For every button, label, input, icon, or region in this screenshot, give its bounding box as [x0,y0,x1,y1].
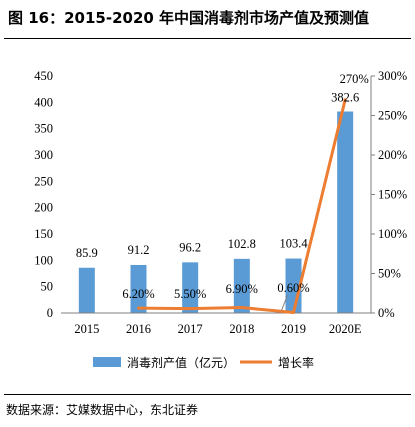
left-axis-tick-label: 200 [34,201,53,215]
legend-bar-label: 消毒剂产值（亿元） [127,355,235,370]
right-axis-tick-label: 200% [378,148,407,162]
chart: 0 50 100 150 200 250 300 350 400 450 0% 50% 100% 150%… [34,69,407,370]
bar-data-label: 91.2 [128,243,150,257]
growth-rate-point [188,307,192,311]
growth-rate-point [137,306,140,310]
bar [337,111,354,313]
bar [233,258,250,313]
bar [182,262,199,313]
bar-data-label: 103.4 [279,237,308,251]
x-axis-tick-label: 2019 [281,322,306,336]
line-data-label: 6.20% [122,287,154,301]
left-axis-tick-label: 150 [34,227,53,241]
right-axis-tick-label: 250% [378,109,407,123]
left-axis-tick-label: 100 [34,253,53,267]
growth-rate-point [240,306,244,310]
source-note: 数据来源：艾媒数据中心，东北证券 [6,403,199,417]
bar-data-label: 85.9 [76,246,98,260]
source-rule [4,394,411,395]
left-axis-tick-label: 50 [41,280,54,294]
bar-data-label: 382.6 [331,90,359,104]
left-axis-tick-label: 450 [34,69,53,83]
x-axis-tick-label: 2015 [74,322,99,336]
growth-rate-point [292,311,295,315]
bar [130,264,147,313]
bar-data-label: 96.2 [179,240,201,254]
x-axis-tick-label: 2020E [329,322,362,336]
right-axis-tick-label: 50% [378,267,401,281]
line-data-label: 5.50% [174,287,206,301]
right-axis-tick-label: 100% [378,227,407,241]
left-axis-tick-label: 400 [34,95,53,109]
bar-data-label: 102.8 [228,237,256,251]
growth-rate-point [343,98,347,102]
left-axis-tick-label: 350 [34,122,53,136]
left-axis-tick-label: 300 [34,148,53,162]
x-axis-tick-label: 2018 [229,322,254,336]
x-axis-tick-label: 2016 [126,322,151,336]
right-axis-tick-label: 150% [378,188,407,202]
data-label-leader [281,294,288,311]
right-axis-tick-label: 300% [378,69,407,83]
left-axis-tick-label: 0 [47,306,53,320]
x-axis-tick-label: 2017 [178,322,203,336]
figure-title: 图 16：2015-2020 年中国消毒剂市场产值及预测值 [8,9,370,27]
left-axis-tick-label: 250 [34,174,53,188]
line-data-label: 6.90% [226,282,258,296]
title-rule [4,38,411,39]
line-data-label: 0.60% [277,281,309,295]
legend-bar-swatch [93,357,121,367]
line-data-label: 270% [340,72,369,86]
bar [78,267,95,313]
legend-line-label: 增长率 [278,355,314,370]
right-axis-tick-label: 0% [378,306,395,320]
